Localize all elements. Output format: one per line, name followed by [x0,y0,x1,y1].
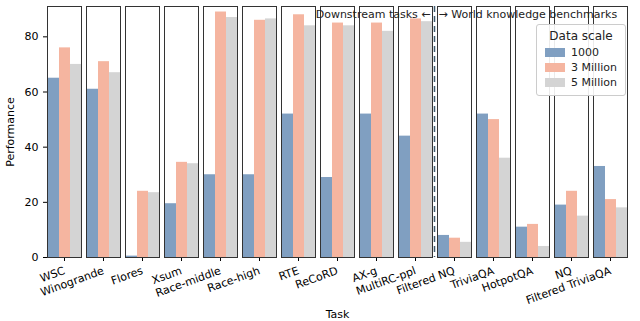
html-text:Data scale: Data scale [549,29,613,43]
svg-text:HotpotQA: HotpotQA [480,264,535,295]
svg-text:0: 0 [32,251,39,264]
svg-text:Performance: Performance [4,97,17,167]
html-text:1000: 1000 [571,46,600,59]
html-text:3 Million: 3 Million [571,61,617,74]
svg-text:ReCoRD: ReCoRD [294,264,340,291]
svg-text:Race-middle: Race-middle [153,264,223,300]
svg-text:TriviaQA: TriviaQA [448,264,496,292]
svg-text:WSC: WSC [38,264,67,286]
svg-text:Flores: Flores [109,264,145,288]
svg-text:AX-g: AX-g [350,264,379,286]
svg-text:Xsum: Xsum [150,264,184,287]
svg-text:Filtered NQ: Filtered NQ [395,264,457,297]
svg-text:RTE: RTE [277,264,301,284]
svg-text:NQ: NQ [553,264,574,283]
svg-text:40: 40 [25,141,39,154]
svg-text:Race-high: Race-high [206,264,262,295]
svg-text:80: 80 [25,30,39,43]
svg-text:Winogrande: Winogrande [39,264,106,299]
svg-text:MultiRC-ppl: MultiRC-ppl [354,264,418,298]
svg-text:Downstream tasks ←: Downstream tasks ← [316,8,431,21]
html-text:5 Million: 5 Million [571,76,617,89]
svg-text:Filtered TriviaQA: Filtered TriviaQA [524,264,613,307]
svg-text:60: 60 [25,86,39,99]
svg-text:→ World knowledge benchmarks: → World knowledge benchmarks [439,8,618,21]
svg-text:20: 20 [25,196,39,209]
svg-text:Task: Task [325,308,350,321]
